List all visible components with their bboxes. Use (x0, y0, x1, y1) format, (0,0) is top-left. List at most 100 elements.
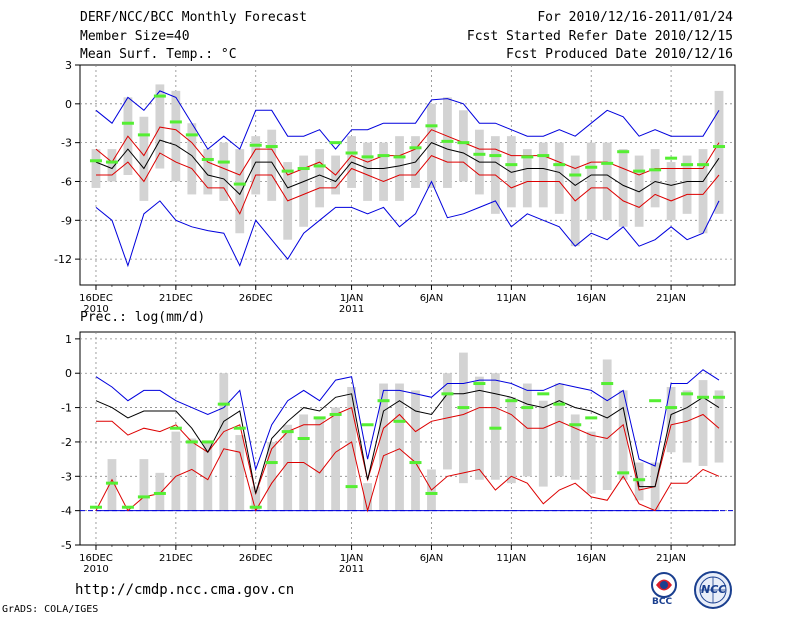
member-size: Member Size=40 (80, 29, 190, 44)
x-tick-label: 1JAN (340, 293, 363, 304)
ensemble-box (347, 386, 356, 511)
control-marker (281, 169, 294, 173)
ensemble-box (235, 149, 245, 234)
x-tick-label: 1JAN (340, 553, 363, 564)
control-marker (329, 412, 342, 416)
control-marker (377, 399, 390, 403)
control-marker (649, 399, 662, 403)
control-marker (681, 163, 694, 167)
ensemble-box (443, 373, 452, 470)
y-tick-label: -3 (61, 137, 72, 150)
control-marker (281, 430, 294, 434)
ensemble-box (666, 386, 676, 453)
ensemble-box (506, 397, 516, 484)
ensemble-box (203, 149, 213, 195)
ensemble-box (714, 390, 724, 463)
y-tick-label: -6 (61, 175, 72, 188)
control-marker (297, 167, 310, 171)
ensemble-box (251, 486, 261, 511)
x-tick-label: 21DEC (159, 553, 193, 564)
ensemble-box (586, 142, 596, 221)
x-tick-label: 16JAN (576, 553, 606, 564)
x-tick-label: 26DEC (239, 293, 273, 304)
plot-frame (79, 331, 736, 546)
ensemble-box (171, 431, 181, 511)
control-marker (297, 437, 310, 440)
control-marker (409, 146, 422, 150)
control-marker (601, 161, 614, 165)
control-marker (473, 382, 486, 386)
control-marker (665, 156, 678, 160)
source-url[interactable]: http://cmdp.ncc.cma.gov.cn (75, 582, 295, 598)
x-tick-label: 21JAN (656, 293, 686, 304)
control-marker (265, 461, 278, 465)
ensemble-box (618, 390, 628, 480)
grads-credit: GrADS: COLA/IGES (2, 604, 99, 615)
y-tick-label: -3 (61, 470, 72, 483)
control-marker (441, 392, 454, 396)
ensemble-box (91, 149, 101, 188)
ensemble-box (219, 142, 229, 201)
control-marker (713, 395, 726, 399)
ensemble-box (538, 142, 548, 208)
control-marker (249, 143, 262, 147)
spread-upper-line (96, 406, 720, 496)
ensemble-box (315, 417, 325, 511)
ensemble-box (459, 110, 468, 182)
ensemble-box (219, 373, 229, 511)
control-marker (553, 163, 566, 167)
control-marker (201, 157, 214, 161)
ensemble-box (283, 424, 293, 511)
ensemble-box (411, 390, 420, 511)
max-line (95, 369, 720, 472)
control-marker (105, 481, 118, 485)
control-marker (521, 406, 534, 410)
ensemble-mean-line (95, 389, 720, 494)
control-marker (601, 382, 614, 386)
ensemble-box (363, 483, 372, 511)
x-tick-label: 26DEC (239, 553, 273, 564)
control-marker (361, 155, 374, 159)
control-marker (553, 402, 566, 406)
control-marker (393, 155, 406, 159)
y-tick-label: -12 (54, 253, 72, 266)
control-marker (489, 154, 502, 158)
ensemble-box (554, 142, 564, 214)
x-tick-label: 16JAN (576, 293, 606, 304)
ensemble-box (427, 103, 436, 188)
control-marker (217, 160, 230, 164)
control-marker (313, 416, 326, 420)
control-marker (105, 160, 118, 164)
control-marker (89, 159, 102, 163)
control-marker (617, 150, 630, 154)
control-marker (169, 426, 182, 430)
ensemble-box (379, 383, 388, 511)
control-marker (633, 169, 646, 173)
ensemble-mean-line (95, 139, 720, 196)
control-marker (137, 133, 150, 137)
ensemble-box (315, 149, 325, 208)
control-marker (185, 440, 198, 444)
forecast-period: For 2010/12/16-2011/01/24 (537, 10, 733, 25)
control-marker (585, 165, 598, 169)
control-marker (585, 416, 598, 420)
ensemble-box (187, 123, 197, 195)
ensemble-box (155, 84, 165, 169)
control-marker (649, 168, 662, 172)
control-marker (153, 491, 166, 495)
ensemble-box (586, 431, 596, 494)
y-tick-label: 1 (65, 333, 72, 346)
spread-upper-line (95, 126, 720, 176)
forecast-started-date: Fcst Started Refer Date 2010/12/15 (466, 29, 733, 44)
ensemble-box (107, 149, 117, 182)
control-marker (681, 392, 694, 396)
ensemble-box (395, 383, 404, 511)
x-tick-year-label: 2011 (339, 564, 364, 575)
ensemble-box (666, 162, 676, 221)
control-marker (361, 423, 374, 427)
control-marker (217, 402, 230, 406)
ensemble-box (155, 472, 165, 511)
ensemble-box (490, 373, 500, 480)
